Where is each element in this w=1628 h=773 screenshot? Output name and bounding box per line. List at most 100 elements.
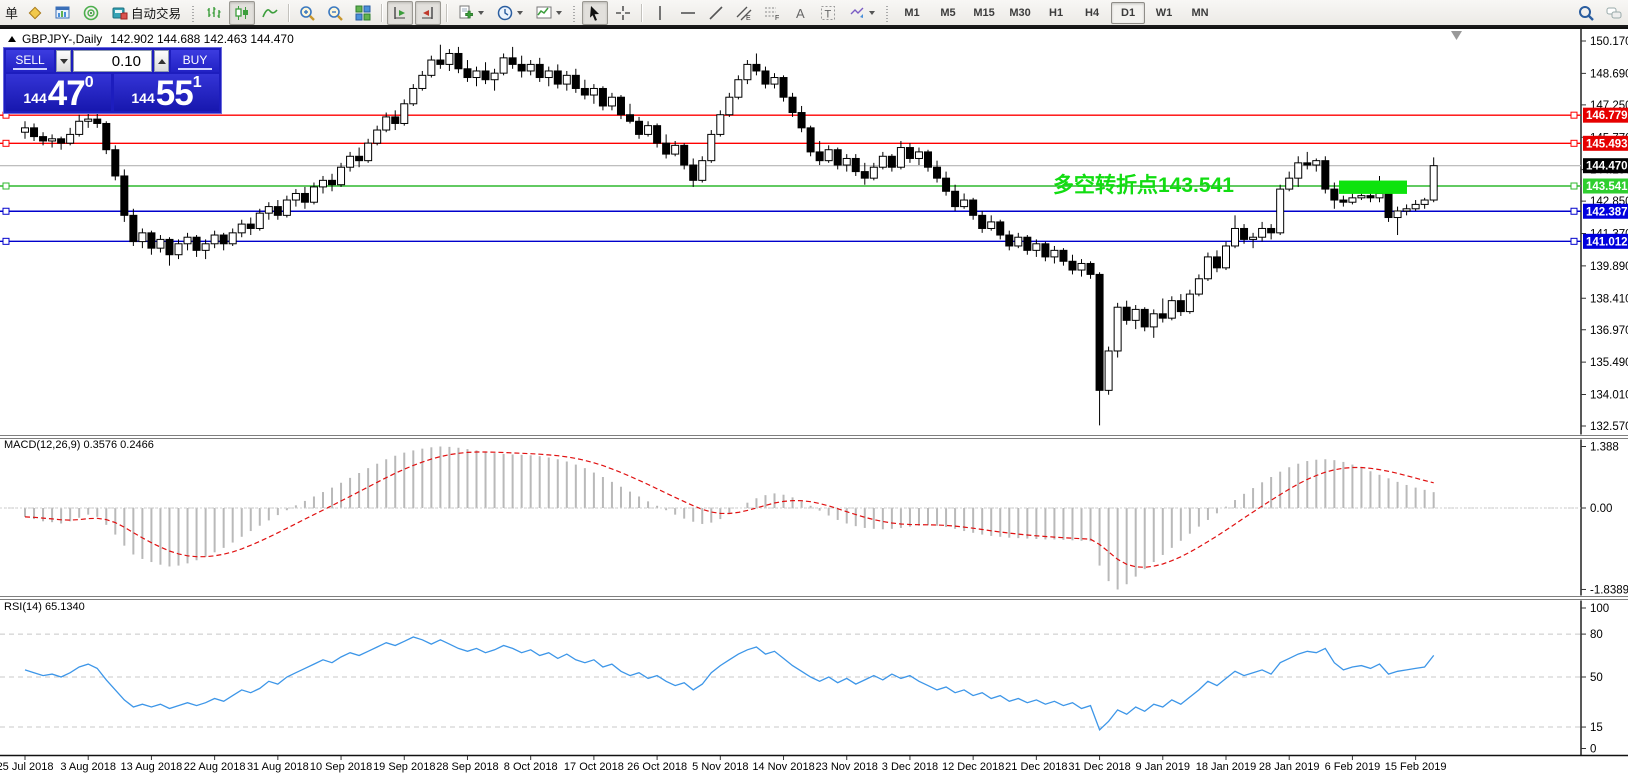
timeframe-d1-button[interactable]: D1 <box>1111 1 1146 24</box>
vertical-line-button[interactable] <box>647 1 673 25</box>
arrows-button[interactable] <box>843 1 880 25</box>
candlestick-chart-button[interactable] <box>229 0 256 25</box>
chart-window-button[interactable] <box>50 1 76 25</box>
bar-chart-button[interactable] <box>201 1 227 25</box>
fibo-icon: F <box>763 4 781 22</box>
date-label[interactable]: 14 Nov 2018 <box>752 761 814 773</box>
timeframe-m5-button[interactable]: M5 <box>940 6 956 19</box>
price-badge[interactable] <box>1583 135 1628 151</box>
new-chart-button[interactable] <box>452 1 489 25</box>
new-order-button[interactable] <box>22 1 48 25</box>
text-button[interactable]: A <box>787 1 813 25</box>
search-button[interactable] <box>1573 1 1599 25</box>
timeframe-m15-button[interactable]: M15 <box>973 6 995 19</box>
alerts-button[interactable] <box>78 1 104 25</box>
toolbar-grip[interactable] <box>885 3 891 22</box>
toolbar-grip[interactable] <box>572 3 578 22</box>
price-badge-label: 145.493 <box>1586 138 1628 150</box>
line-handle[interactable] <box>1570 237 1578 245</box>
chart-shift-button[interactable] <box>387 0 414 25</box>
date-label[interactable]: 26 Oct 2018 <box>627 761 687 773</box>
date-label[interactable]: 8 Oct 2018 <box>504 761 558 773</box>
autotrading-button[interactable]: 自动交易 <box>106 1 186 25</box>
timeframe-m30-button[interactable]: M30 <box>1009 6 1031 19</box>
volume-input[interactable]: 0.10 <box>73 50 152 72</box>
candle-body <box>1149 313 1158 328</box>
pivot-rectangle[interactable] <box>1339 180 1407 194</box>
zoom-out-button[interactable] <box>322 1 348 25</box>
timeframe-h1-button[interactable]: H1 <box>1049 6 1064 19</box>
date-label[interactable]: 17 Oct 2018 <box>564 761 624 773</box>
chart-canvas[interactable]: 多空转折点143.541150.170148.690147.250145.770… <box>0 27 1628 773</box>
templates-button[interactable] <box>530 1 567 25</box>
date-label[interactable]: 31 Aug 2018 <box>247 761 309 773</box>
dropdown-caret-icon[interactable] <box>478 10 485 15</box>
price-tick-label: 148.690 <box>1590 68 1628 80</box>
toolbar-grip[interactable] <box>191 3 197 22</box>
price-badge[interactable] <box>1583 178 1628 194</box>
date-label[interactable]: 9 Jan 2019 <box>1136 761 1190 773</box>
new-order-partial-label[interactable]: 单 <box>5 6 19 21</box>
trendline-button[interactable] <box>703 1 729 25</box>
date-label[interactable]: 22 Aug 2018 <box>184 761 246 773</box>
date-label[interactable]: 21 Dec 2018 <box>1005 761 1067 773</box>
date-label[interactable]: 23 Nov 2018 <box>816 761 878 773</box>
periods-button[interactable] <box>491 1 528 25</box>
equidistant-channel-button[interactable]: E <box>731 1 757 25</box>
fibonacci-button[interactable]: F <box>759 1 785 25</box>
timeframe-m1-button[interactable]: M1 <box>904 6 920 19</box>
volume-decrease-button[interactable] <box>56 50 71 72</box>
cursor-button[interactable] <box>582 0 609 25</box>
zoom-in-button[interactable] <box>294 1 320 25</box>
timeframe-mn-button[interactable]: MN <box>1191 6 1209 19</box>
line-handle[interactable] <box>1570 111 1578 119</box>
timeframe-w1-button[interactable]: W1 <box>1155 6 1173 19</box>
sell-price-box[interactable]: 144 47 0 <box>6 74 111 111</box>
auto-scroll-button[interactable] <box>415 0 442 25</box>
price-badge[interactable] <box>1583 203 1628 219</box>
line-handle[interactable] <box>2 237 10 245</box>
text-label-button[interactable]: T <box>815 1 841 25</box>
date-label[interactable]: 13 Aug 2018 <box>121 761 183 773</box>
dropdown-caret-icon[interactable] <box>517 10 524 15</box>
line-handle[interactable] <box>2 182 10 190</box>
date-label[interactable]: 15 Feb 2019 <box>1385 761 1447 773</box>
dropdown-caret-icon[interactable] <box>869 10 876 15</box>
crosshair-button[interactable] <box>610 1 636 25</box>
date-label[interactable]: 28 Jan 2019 <box>1259 761 1320 773</box>
pivot-annotation-text[interactable]: 多空转折点143.541 <box>1053 173 1234 197</box>
dropdown-caret-icon[interactable] <box>556 10 563 15</box>
horizontal-line-button[interactable] <box>675 1 701 25</box>
price-badge[interactable] <box>1583 158 1628 174</box>
candle-body <box>84 118 93 122</box>
volume-increase-button[interactable] <box>154 50 169 72</box>
candle-body <box>1203 256 1212 280</box>
date-label[interactable]: 6 Feb 2019 <box>1325 761 1381 773</box>
buy-price-box[interactable]: 144 55 1 <box>114 74 219 111</box>
date-label[interactable]: 5 Nov 2018 <box>692 761 748 773</box>
price-badge[interactable] <box>1583 233 1628 249</box>
date-label[interactable]: 19 Sep 2018 <box>373 761 435 773</box>
line-handle[interactable] <box>2 139 10 147</box>
date-label[interactable]: 28 Sep 2018 <box>436 761 498 773</box>
tile-windows-button[interactable] <box>350 1 376 25</box>
line-handle[interactable] <box>1570 207 1578 215</box>
date-label[interactable]: 3 Aug 2018 <box>60 761 116 773</box>
chat-button[interactable] <box>1601 1 1627 25</box>
date-label[interactable]: 10 Sep 2018 <box>310 761 372 773</box>
line-handle[interactable] <box>1570 182 1578 190</box>
timeframe-h4-button[interactable]: H4 <box>1085 6 1100 19</box>
candle-body <box>39 136 48 142</box>
date-label[interactable]: 31 Dec 2018 <box>1068 761 1130 773</box>
date-label[interactable]: 25 Jul 2018 <box>0 761 53 773</box>
line-handle[interactable] <box>2 207 10 215</box>
buy-button[interactable]: BUY <box>171 50 219 72</box>
sell-button[interactable]: SELL <box>6 50 54 72</box>
price-badge[interactable] <box>1583 107 1628 123</box>
collapse-panel-icon[interactable] <box>8 36 16 42</box>
date-label[interactable]: 18 Jan 2019 <box>1196 761 1257 773</box>
line-chart-button[interactable] <box>257 1 283 25</box>
line-handle[interactable] <box>1570 139 1578 147</box>
date-label[interactable]: 3 Dec 2018 <box>882 761 938 773</box>
date-label[interactable]: 12 Dec 2018 <box>942 761 1004 773</box>
